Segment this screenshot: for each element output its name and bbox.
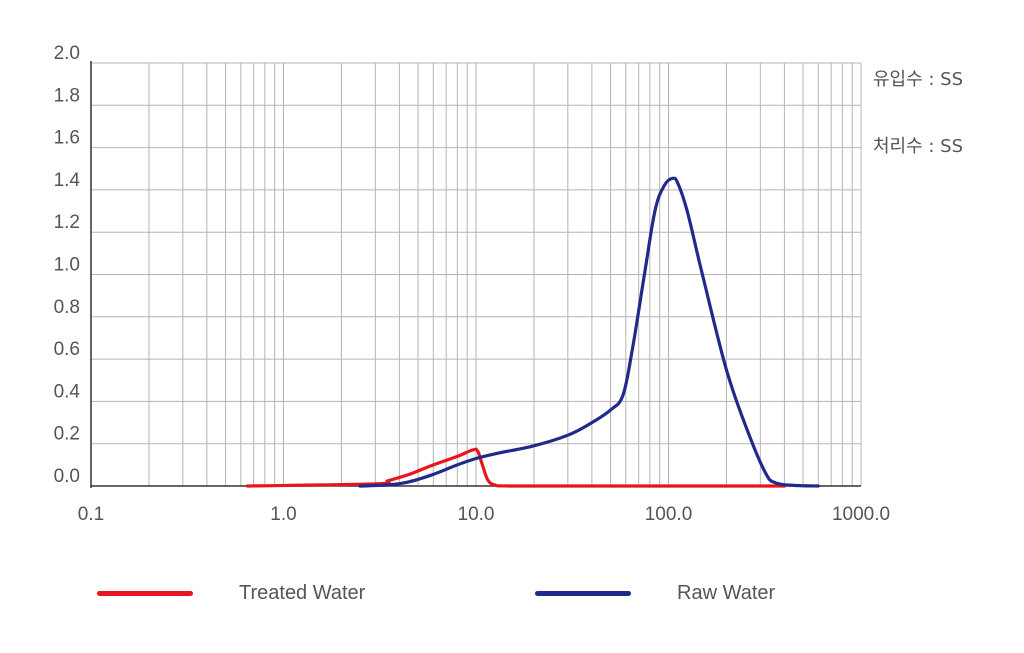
x-tick-label: 100.0	[645, 504, 693, 525]
y-tick-label: 1.6	[54, 128, 80, 149]
y-tick-label: 0.0	[54, 466, 80, 487]
legend-treated: Treated Water	[97, 578, 365, 608]
series-line-raw-water	[358, 176, 820, 488]
annotation-treated-ss: 처리수 : SS	[873, 136, 963, 157]
legend-label-treated: Treated Water	[239, 581, 366, 604]
legend-swatch-raw	[535, 590, 631, 596]
y-tick-label: 1.2	[54, 212, 80, 233]
legend-raw: Raw Water	[535, 578, 775, 608]
y-tick-label: 0.4	[54, 381, 81, 402]
y-tick-labels: 0.0 0.2 0.4 0.6 0.8 1.0 1.2 1.4 1.6 1.8 2.0	[54, 43, 81, 487]
x-tick-labels: 0.1 1.0 10.0 100.0 1000.0	[78, 504, 890, 525]
y-tick-label: 2.0	[54, 43, 80, 64]
y-tick-label: 0.8	[54, 297, 80, 318]
x-tick-label: 1.0	[270, 504, 296, 525]
x-tick-label: 1000.0	[832, 504, 890, 525]
legend-swatch-treated	[97, 590, 193, 596]
annotation-raw-ss: 유입수 : SS	[873, 69, 963, 90]
y-tick-label: 1.8	[54, 85, 80, 106]
x-tick-label: 10.0	[458, 504, 495, 525]
x-tick-label: 0.1	[78, 504, 104, 525]
y-tick-label: 1.0	[54, 255, 80, 276]
y-tick-label: 1.4	[54, 170, 81, 191]
y-tick-label: 0.6	[54, 339, 80, 360]
series-line-treated-water	[245, 447, 786, 488]
legend-label-raw: Raw Water	[677, 581, 776, 604]
series-lines	[245, 176, 820, 488]
y-tick-label: 0.2	[54, 424, 80, 445]
